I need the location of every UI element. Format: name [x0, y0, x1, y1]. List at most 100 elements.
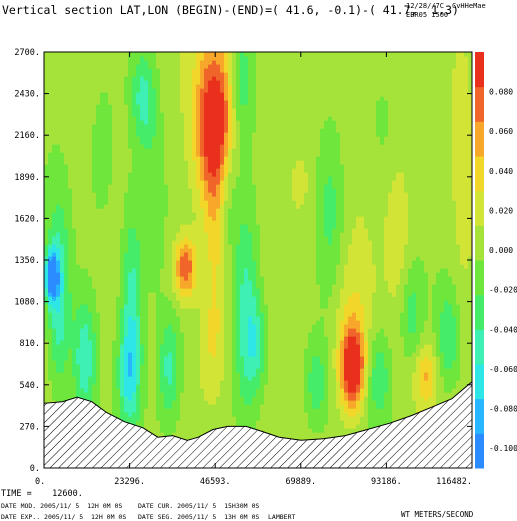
- heatmap-cell: [216, 324, 221, 329]
- heatmap-cell: [324, 364, 329, 369]
- heatmap-cell: [292, 400, 297, 405]
- heatmap-cell: [320, 428, 325, 433]
- heatmap-cell: [344, 392, 349, 397]
- heatmap-cell: [356, 412, 361, 417]
- heatmap-cell: [432, 320, 437, 325]
- heatmap-cell: [288, 308, 293, 313]
- heatmap-cell: [116, 292, 121, 297]
- heatmap-cell: [204, 412, 209, 417]
- heatmap-cell: [344, 284, 349, 289]
- heatmap-cell: [292, 428, 297, 433]
- heatmap-cell: [112, 388, 117, 393]
- heatmap-cell: [388, 344, 393, 349]
- heatmap-cell: [100, 288, 105, 293]
- heatmap-cell: [252, 392, 257, 397]
- heatmap-cell: [220, 312, 225, 317]
- heatmap-cell: [100, 332, 105, 337]
- heatmap-cell: [296, 380, 301, 385]
- heatmap-cell: [180, 320, 185, 325]
- heatmap-cell: [224, 380, 229, 385]
- heatmap-cell: [416, 356, 421, 361]
- heatmap-cell: [248, 284, 253, 289]
- heatmap-cell: [192, 372, 197, 377]
- heatmap-cell: [196, 380, 201, 385]
- heatmap-cell: [224, 356, 229, 361]
- heatmap-cell: [228, 320, 233, 325]
- heatmap-cell: [204, 328, 209, 333]
- heatmap-cell: [52, 372, 57, 377]
- heatmap-cell: [124, 404, 129, 409]
- heatmap-cell: [140, 364, 145, 369]
- heatmap-cell: [156, 396, 161, 401]
- heatmap-cell: [464, 296, 469, 301]
- heatmap-cell: [360, 316, 365, 321]
- heatmap-cell: [452, 288, 457, 293]
- heatmap-cell: [120, 288, 125, 293]
- heatmap-cell: [348, 356, 353, 361]
- heatmap-cell: [268, 404, 273, 409]
- heatmap-cell: [340, 400, 345, 405]
- heatmap-cell: [416, 380, 421, 385]
- heatmap-cell: [164, 364, 169, 369]
- heatmap-cell: [352, 324, 357, 329]
- heatmap-cell: [48, 368, 53, 373]
- heatmap-cell: [352, 356, 357, 361]
- heatmap-cell: [308, 312, 313, 317]
- heatmap-cell: [316, 416, 321, 421]
- heatmap-cell: [164, 368, 169, 373]
- heatmap-cell: [232, 324, 237, 329]
- heatmap-cell: [396, 312, 401, 317]
- heatmap-cell: [324, 416, 329, 421]
- heatmap-cell: [440, 356, 445, 361]
- heatmap-cell: [116, 324, 121, 329]
- heatmap-cell: [184, 336, 189, 341]
- heatmap-cell: [172, 416, 177, 421]
- heatmap-cell: [440, 288, 445, 293]
- heatmap-cell: [248, 344, 253, 349]
- heatmap-cell: [64, 344, 69, 349]
- heatmap-cell: [160, 312, 165, 317]
- heatmap-cell: [292, 288, 297, 293]
- heatmap-cell: [208, 316, 213, 321]
- heatmap-cell: [100, 344, 105, 349]
- heatmap-cell: [336, 388, 341, 393]
- heatmap-cell: [340, 412, 345, 417]
- heatmap-cell: [328, 416, 333, 421]
- heatmap-cell: [312, 388, 317, 393]
- heatmap-cell: [168, 332, 173, 337]
- heatmap-cell: [244, 408, 249, 413]
- heatmap-cell: [316, 368, 321, 373]
- heatmap-cell: [76, 340, 81, 345]
- heatmap-cell: [104, 376, 109, 381]
- heatmap-cell: [204, 316, 209, 321]
- heatmap-cell: [436, 368, 441, 373]
- heatmap-cell: [140, 360, 145, 365]
- heatmap-cell: [428, 348, 433, 353]
- heatmap-cell: [240, 404, 245, 409]
- heatmap-cell: [444, 288, 449, 293]
- heatmap-cell: [220, 340, 225, 345]
- heatmap-cell: [428, 332, 433, 337]
- heatmap-cell: [292, 320, 297, 325]
- heatmap-cell: [152, 404, 157, 409]
- heatmap-cell: [444, 328, 449, 333]
- heatmap-cell: [80, 368, 85, 373]
- heatmap-cell: [88, 296, 93, 301]
- heatmap-cell: [424, 364, 429, 369]
- heatmap-cell: [80, 348, 85, 353]
- heatmap-cell: [136, 288, 141, 293]
- heatmap-cell: [52, 368, 57, 373]
- heatmap-cell: [188, 436, 193, 441]
- heatmap-cell: [360, 408, 365, 413]
- heatmap-cell: [136, 332, 141, 337]
- heatmap-cell: [276, 364, 281, 369]
- heatmap-cell: [240, 348, 245, 353]
- heatmap-cell: [376, 384, 381, 389]
- heatmap-cell: [320, 284, 325, 289]
- heatmap-cell: [404, 332, 409, 337]
- heatmap-cell: [216, 348, 221, 353]
- heatmap-cell: [180, 412, 185, 417]
- heatmap-cell: [352, 348, 357, 353]
- heatmap-cell: [228, 312, 233, 317]
- heatmap-cell: [316, 348, 321, 353]
